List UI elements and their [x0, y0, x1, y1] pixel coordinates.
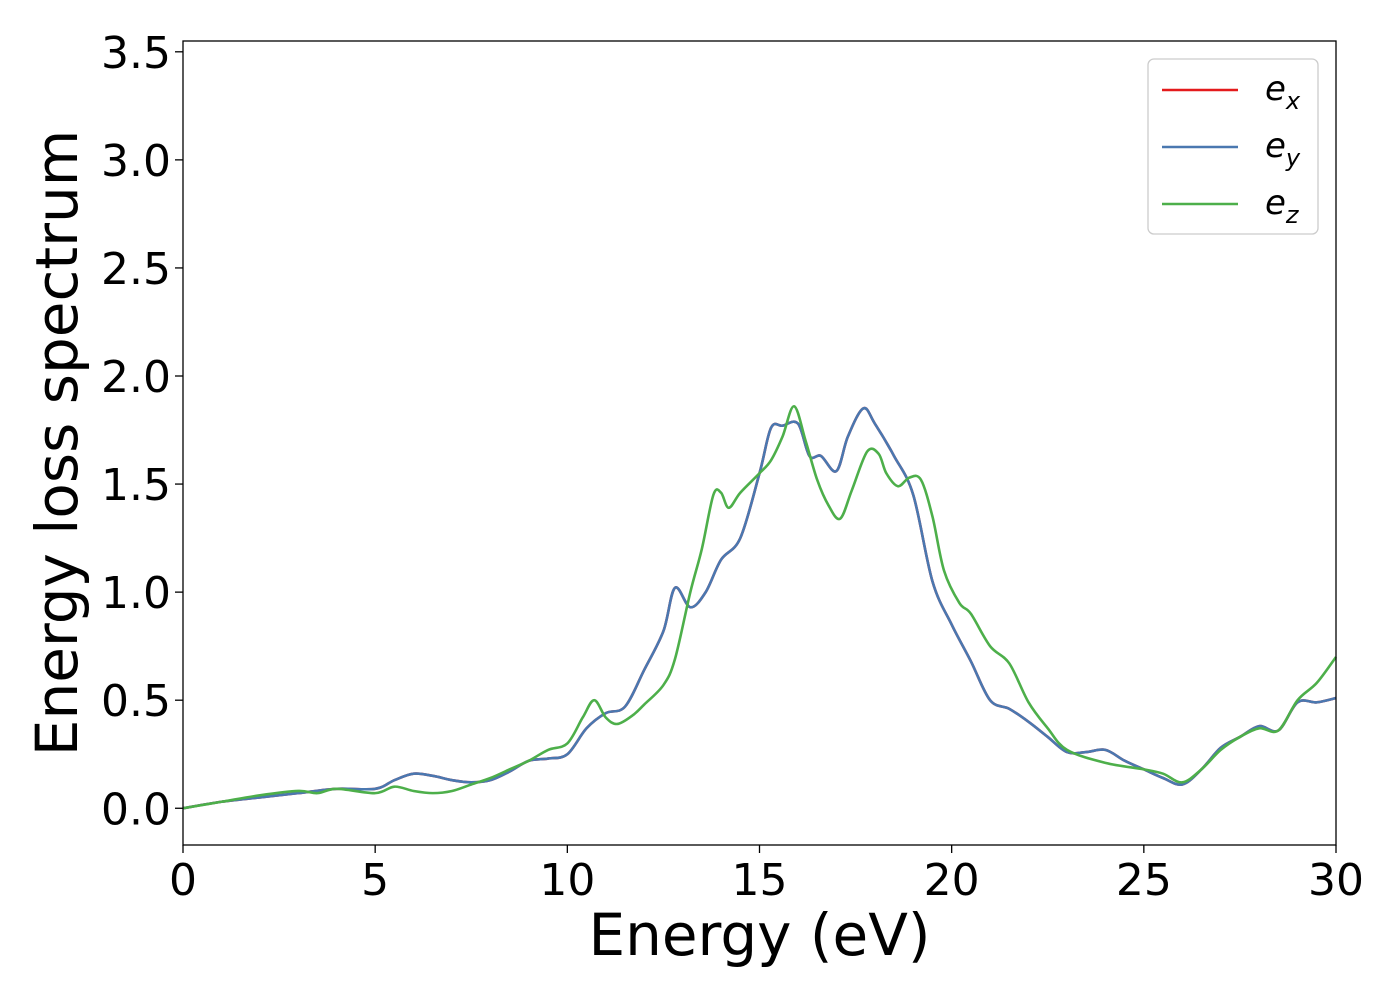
- legend: ex ey ez: [1147, 58, 1319, 235]
- y-tick-label: 3.0: [101, 136, 171, 187]
- y-tick-label: 0.5: [101, 676, 171, 727]
- x-tick-label: 20: [924, 855, 980, 906]
- plot-area: [183, 41, 1336, 845]
- y-tick-label: 1.5: [101, 460, 171, 511]
- y-tick-label: 3.5: [101, 28, 171, 79]
- y-tick-label: 2.5: [101, 244, 171, 295]
- x-tick-label: 5: [361, 855, 389, 906]
- series-layer: [182, 404, 1338, 810]
- y-tick-label: 2.0: [101, 352, 171, 403]
- x-tick-label: 15: [732, 855, 788, 906]
- y-tick-label: 0.0: [101, 784, 171, 835]
- x-tick-label: 30: [1308, 855, 1364, 906]
- legend-label-y: ey: [1265, 126, 1301, 172]
- x-tick-label: 0: [169, 855, 197, 906]
- y-axis-ticks: 0.0 0.5 1.0 1.5 2.0 2.5 3.0 3.5: [101, 28, 183, 835]
- y-tick-label: 1.0: [101, 568, 171, 619]
- x-axis-ticks: 0 5 10 15 20 25 30: [169, 845, 1364, 906]
- series-line-z: [182, 404, 1338, 810]
- legend-label-x: ex: [1265, 69, 1301, 115]
- legend-label-z: ez: [1265, 183, 1300, 229]
- y-axis-title: Energy loss spectrum: [23, 130, 91, 756]
- x-tick-label: 10: [539, 855, 595, 906]
- x-tick-label: 25: [1116, 855, 1172, 906]
- x-axis-title: Energy (eV): [588, 901, 930, 969]
